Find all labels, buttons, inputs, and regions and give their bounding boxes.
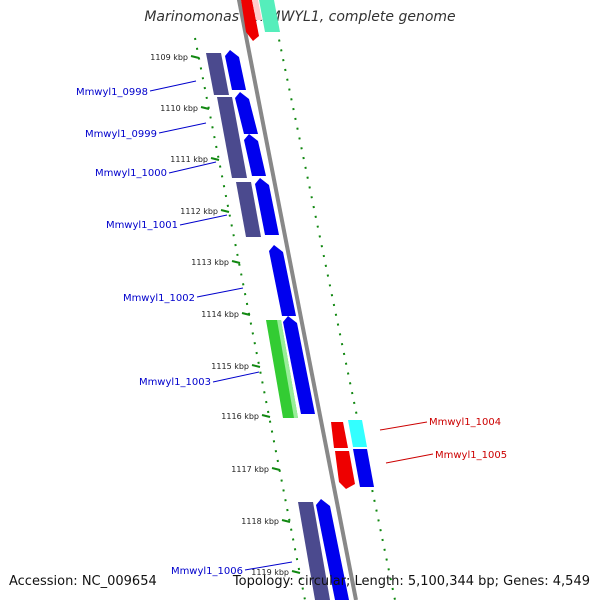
forward-leader-line	[149, 80, 197, 92]
tick-label: 1118 kbp	[241, 517, 279, 526]
forward-leader-line	[212, 371, 260, 383]
tick-mark	[251, 364, 261, 368]
tick-mark	[291, 570, 301, 574]
tick-mark	[210, 157, 220, 161]
forward-gene-label[interactable]: Mmwyl1_1000	[95, 168, 167, 179]
blue-arrow-2	[235, 92, 258, 134]
tick-label: 1115 kbp	[211, 362, 249, 371]
forward-gene-label[interactable]: Mmwyl1_1001	[106, 220, 178, 231]
forward-leader-line	[179, 214, 228, 226]
forward-leader-line	[168, 161, 217, 174]
forward-gene-label[interactable]: Mmwyl1_0998	[76, 87, 148, 98]
tick-mark	[220, 209, 230, 213]
forward-gene-label[interactable]: Mmwyl1_1006	[171, 566, 243, 577]
tick-mark	[281, 519, 291, 523]
tick-mark	[261, 414, 271, 418]
tick-label: 1113 kbp	[191, 258, 229, 267]
cds-arrow-red-partial	[241, 0, 259, 41]
blue-arrow-5	[269, 245, 296, 316]
forward-leader-line	[196, 287, 244, 298]
top-partial-genes	[241, 0, 280, 41]
tick-label: 1117 kbp	[231, 465, 269, 474]
tick-mark	[190, 55, 200, 59]
blue-arrow-1	[225, 50, 246, 90]
topology-text: Topology: circular; Length: 5,100,344 bp…	[232, 574, 590, 589]
genome-backbone	[236, 0, 358, 600]
tick-label: 1114 kbp	[201, 310, 239, 319]
tick-label: 1110 kbp	[160, 104, 198, 113]
map-title: Marinomonas sp. MWYL1, complete genome	[144, 9, 456, 25]
tick-label: 1119 kbp	[251, 568, 289, 577]
reverse-leader-line	[379, 421, 428, 431]
cds-track	[225, 50, 374, 600]
gene-labels: Mmwyl1_0998 Mmwyl1_0999 Mmwyl1_1000 Mmwyl1_…	[76, 80, 507, 577]
tick-mark	[200, 106, 210, 110]
green-gene-highlight	[277, 320, 298, 418]
blue-arrow-6	[283, 316, 315, 414]
blue-arrow-7	[353, 449, 374, 487]
cds-bar-teal-partial	[259, 0, 280, 32]
forward-leader-line	[158, 122, 207, 134]
slate-bar-2	[217, 97, 247, 178]
blue-arrow-3	[244, 134, 266, 176]
forward-gene-label[interactable]: Mmwyl1_0999	[85, 129, 157, 140]
red-arrow-1004	[331, 422, 348, 448]
reverse-genes	[331, 420, 367, 489]
accession-text: Accession: NC_009654	[9, 574, 157, 589]
rna-track	[206, 53, 330, 600]
forward-gene-label[interactable]: Mmwyl1_1003	[139, 377, 211, 388]
reverse-leader-line	[385, 453, 434, 464]
red-arrow-1005	[335, 451, 355, 489]
tick-mark	[271, 467, 281, 471]
blue-arrow-8	[316, 499, 349, 600]
tick-label: 1112 kbp	[180, 207, 218, 216]
tick-label: 1109 kbp	[150, 53, 188, 62]
forward-gene-label[interactable]: Mmwyl1_1002	[123, 293, 195, 304]
tick-mark	[241, 312, 251, 316]
forward-leader-line	[244, 561, 293, 571]
coordinate-ticks: 1109 kbp 1110 kbp 1111 kbp 1112 kbp 1113 kbp…	[150, 53, 301, 577]
blue-arrow-4	[255, 178, 279, 235]
slate-bar-4	[298, 502, 330, 600]
cyan-bar-1004	[348, 420, 367, 447]
slate-bar-3	[236, 182, 261, 237]
tick-label: 1116 kbp	[221, 412, 259, 421]
reverse-gene-label[interactable]: Mmwyl1_1005	[435, 450, 507, 461]
reverse-gene-label[interactable]: Mmwyl1_1004	[429, 417, 501, 428]
tick-mark	[231, 260, 241, 264]
tick-label: 1111 kbp	[170, 155, 208, 164]
slate-bar-1	[206, 53, 229, 95]
cds-bar-pink-partial	[252, 0, 262, 20]
